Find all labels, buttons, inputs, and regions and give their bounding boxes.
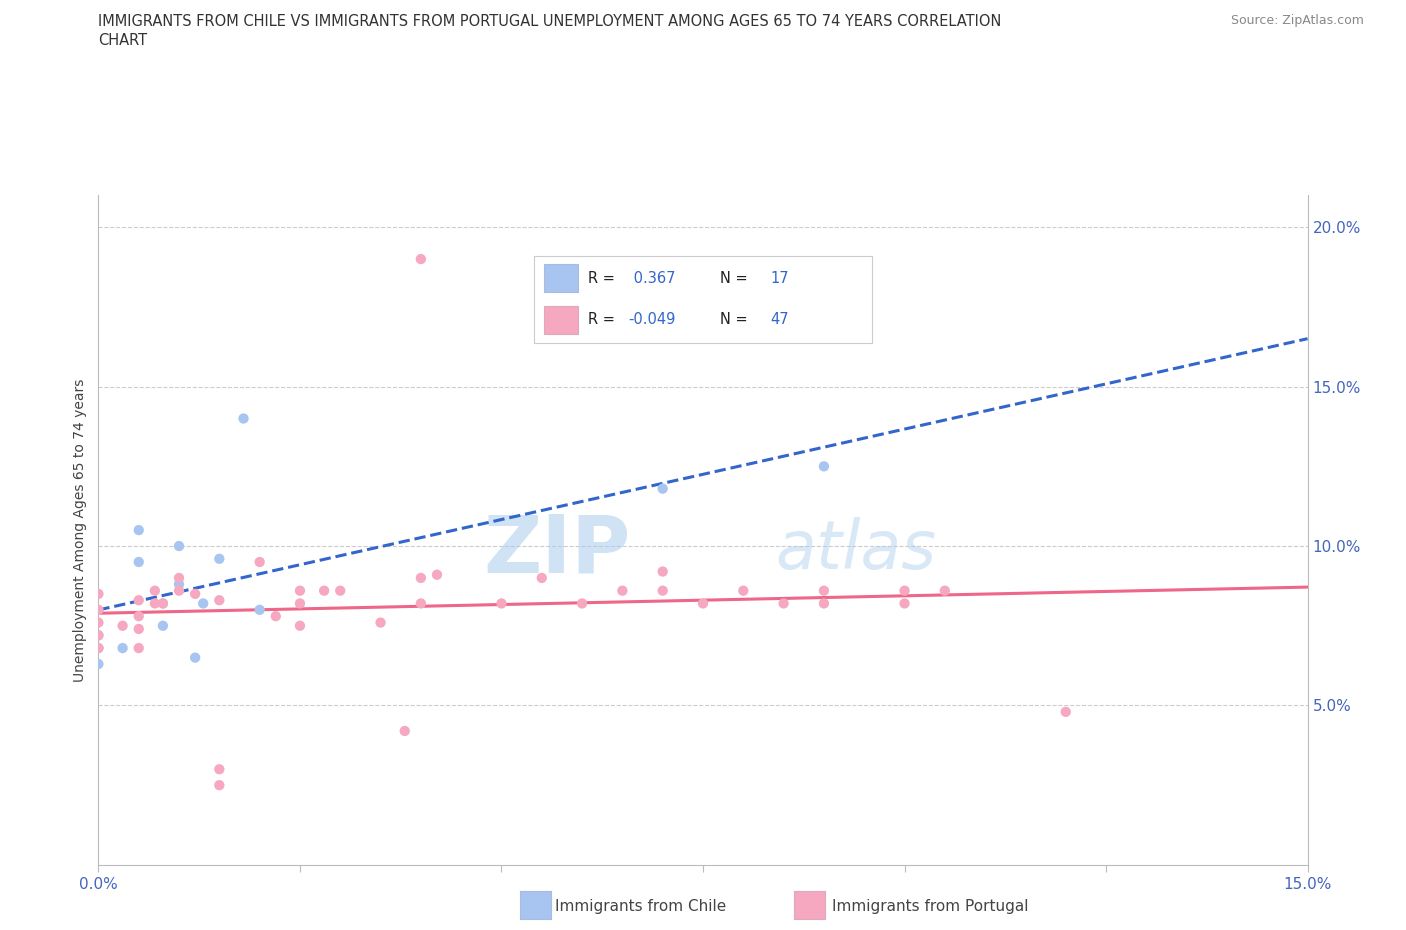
Point bbox=[733, 583, 755, 598]
Point bbox=[772, 596, 794, 611]
Point bbox=[128, 621, 150, 636]
Point bbox=[409, 570, 432, 585]
Text: Source: ZipAtlas.com: Source: ZipAtlas.com bbox=[1230, 14, 1364, 27]
Point bbox=[813, 583, 835, 598]
Point bbox=[167, 538, 190, 553]
Point bbox=[167, 577, 190, 591]
Point bbox=[167, 570, 190, 585]
Text: atlas: atlas bbox=[776, 517, 936, 583]
Point bbox=[288, 618, 311, 633]
Text: Immigrants from Chile: Immigrants from Chile bbox=[555, 899, 727, 914]
Point bbox=[87, 587, 110, 602]
Point bbox=[1054, 704, 1077, 719]
Point bbox=[394, 724, 416, 738]
Point bbox=[288, 596, 311, 611]
Point bbox=[128, 523, 150, 538]
Point bbox=[184, 587, 207, 602]
Point bbox=[184, 650, 207, 665]
Point bbox=[111, 618, 134, 633]
Point bbox=[409, 596, 432, 611]
Point bbox=[87, 615, 110, 630]
Point bbox=[167, 583, 190, 598]
Point bbox=[87, 628, 110, 643]
Point bbox=[288, 583, 311, 598]
Point bbox=[571, 596, 593, 611]
Text: Immigrants from Portugal: Immigrants from Portugal bbox=[832, 899, 1029, 914]
Point bbox=[651, 583, 673, 598]
Text: IMMIGRANTS FROM CHILE VS IMMIGRANTS FROM PORTUGAL UNEMPLOYMENT AMONG AGES 65 TO : IMMIGRANTS FROM CHILE VS IMMIGRANTS FROM… bbox=[98, 14, 1002, 29]
Point bbox=[813, 596, 835, 611]
Point bbox=[87, 657, 110, 671]
Point bbox=[893, 596, 915, 611]
Point bbox=[692, 596, 714, 611]
Point bbox=[612, 583, 634, 598]
Text: CHART: CHART bbox=[98, 33, 148, 47]
Point bbox=[87, 603, 110, 618]
Point bbox=[87, 628, 110, 643]
Point bbox=[329, 583, 352, 598]
Point bbox=[409, 252, 432, 267]
Point bbox=[193, 596, 215, 611]
Point bbox=[143, 583, 166, 598]
Point bbox=[128, 641, 150, 656]
Point bbox=[208, 762, 231, 777]
Point bbox=[426, 567, 449, 582]
Point bbox=[152, 596, 174, 611]
Point bbox=[152, 618, 174, 633]
Point bbox=[208, 777, 231, 792]
Point bbox=[87, 641, 110, 656]
Point bbox=[249, 603, 271, 618]
Point bbox=[111, 641, 134, 656]
Point bbox=[314, 583, 336, 598]
Text: ZIP: ZIP bbox=[484, 512, 630, 590]
Point bbox=[232, 411, 254, 426]
Point bbox=[651, 481, 673, 496]
Point bbox=[249, 554, 271, 569]
Point bbox=[128, 592, 150, 607]
Point bbox=[370, 615, 392, 630]
Point bbox=[143, 596, 166, 611]
Point bbox=[264, 609, 287, 624]
Point bbox=[813, 458, 835, 473]
Y-axis label: Unemployment Among Ages 65 to 74 years: Unemployment Among Ages 65 to 74 years bbox=[73, 379, 87, 682]
Point bbox=[651, 565, 673, 579]
Point bbox=[893, 583, 915, 598]
Point bbox=[530, 570, 553, 585]
Point bbox=[152, 596, 174, 611]
Point bbox=[208, 592, 231, 607]
Point bbox=[128, 554, 150, 569]
Point bbox=[87, 641, 110, 656]
Point bbox=[208, 551, 231, 566]
Point bbox=[934, 583, 956, 598]
Point bbox=[491, 596, 513, 611]
Point bbox=[128, 609, 150, 624]
